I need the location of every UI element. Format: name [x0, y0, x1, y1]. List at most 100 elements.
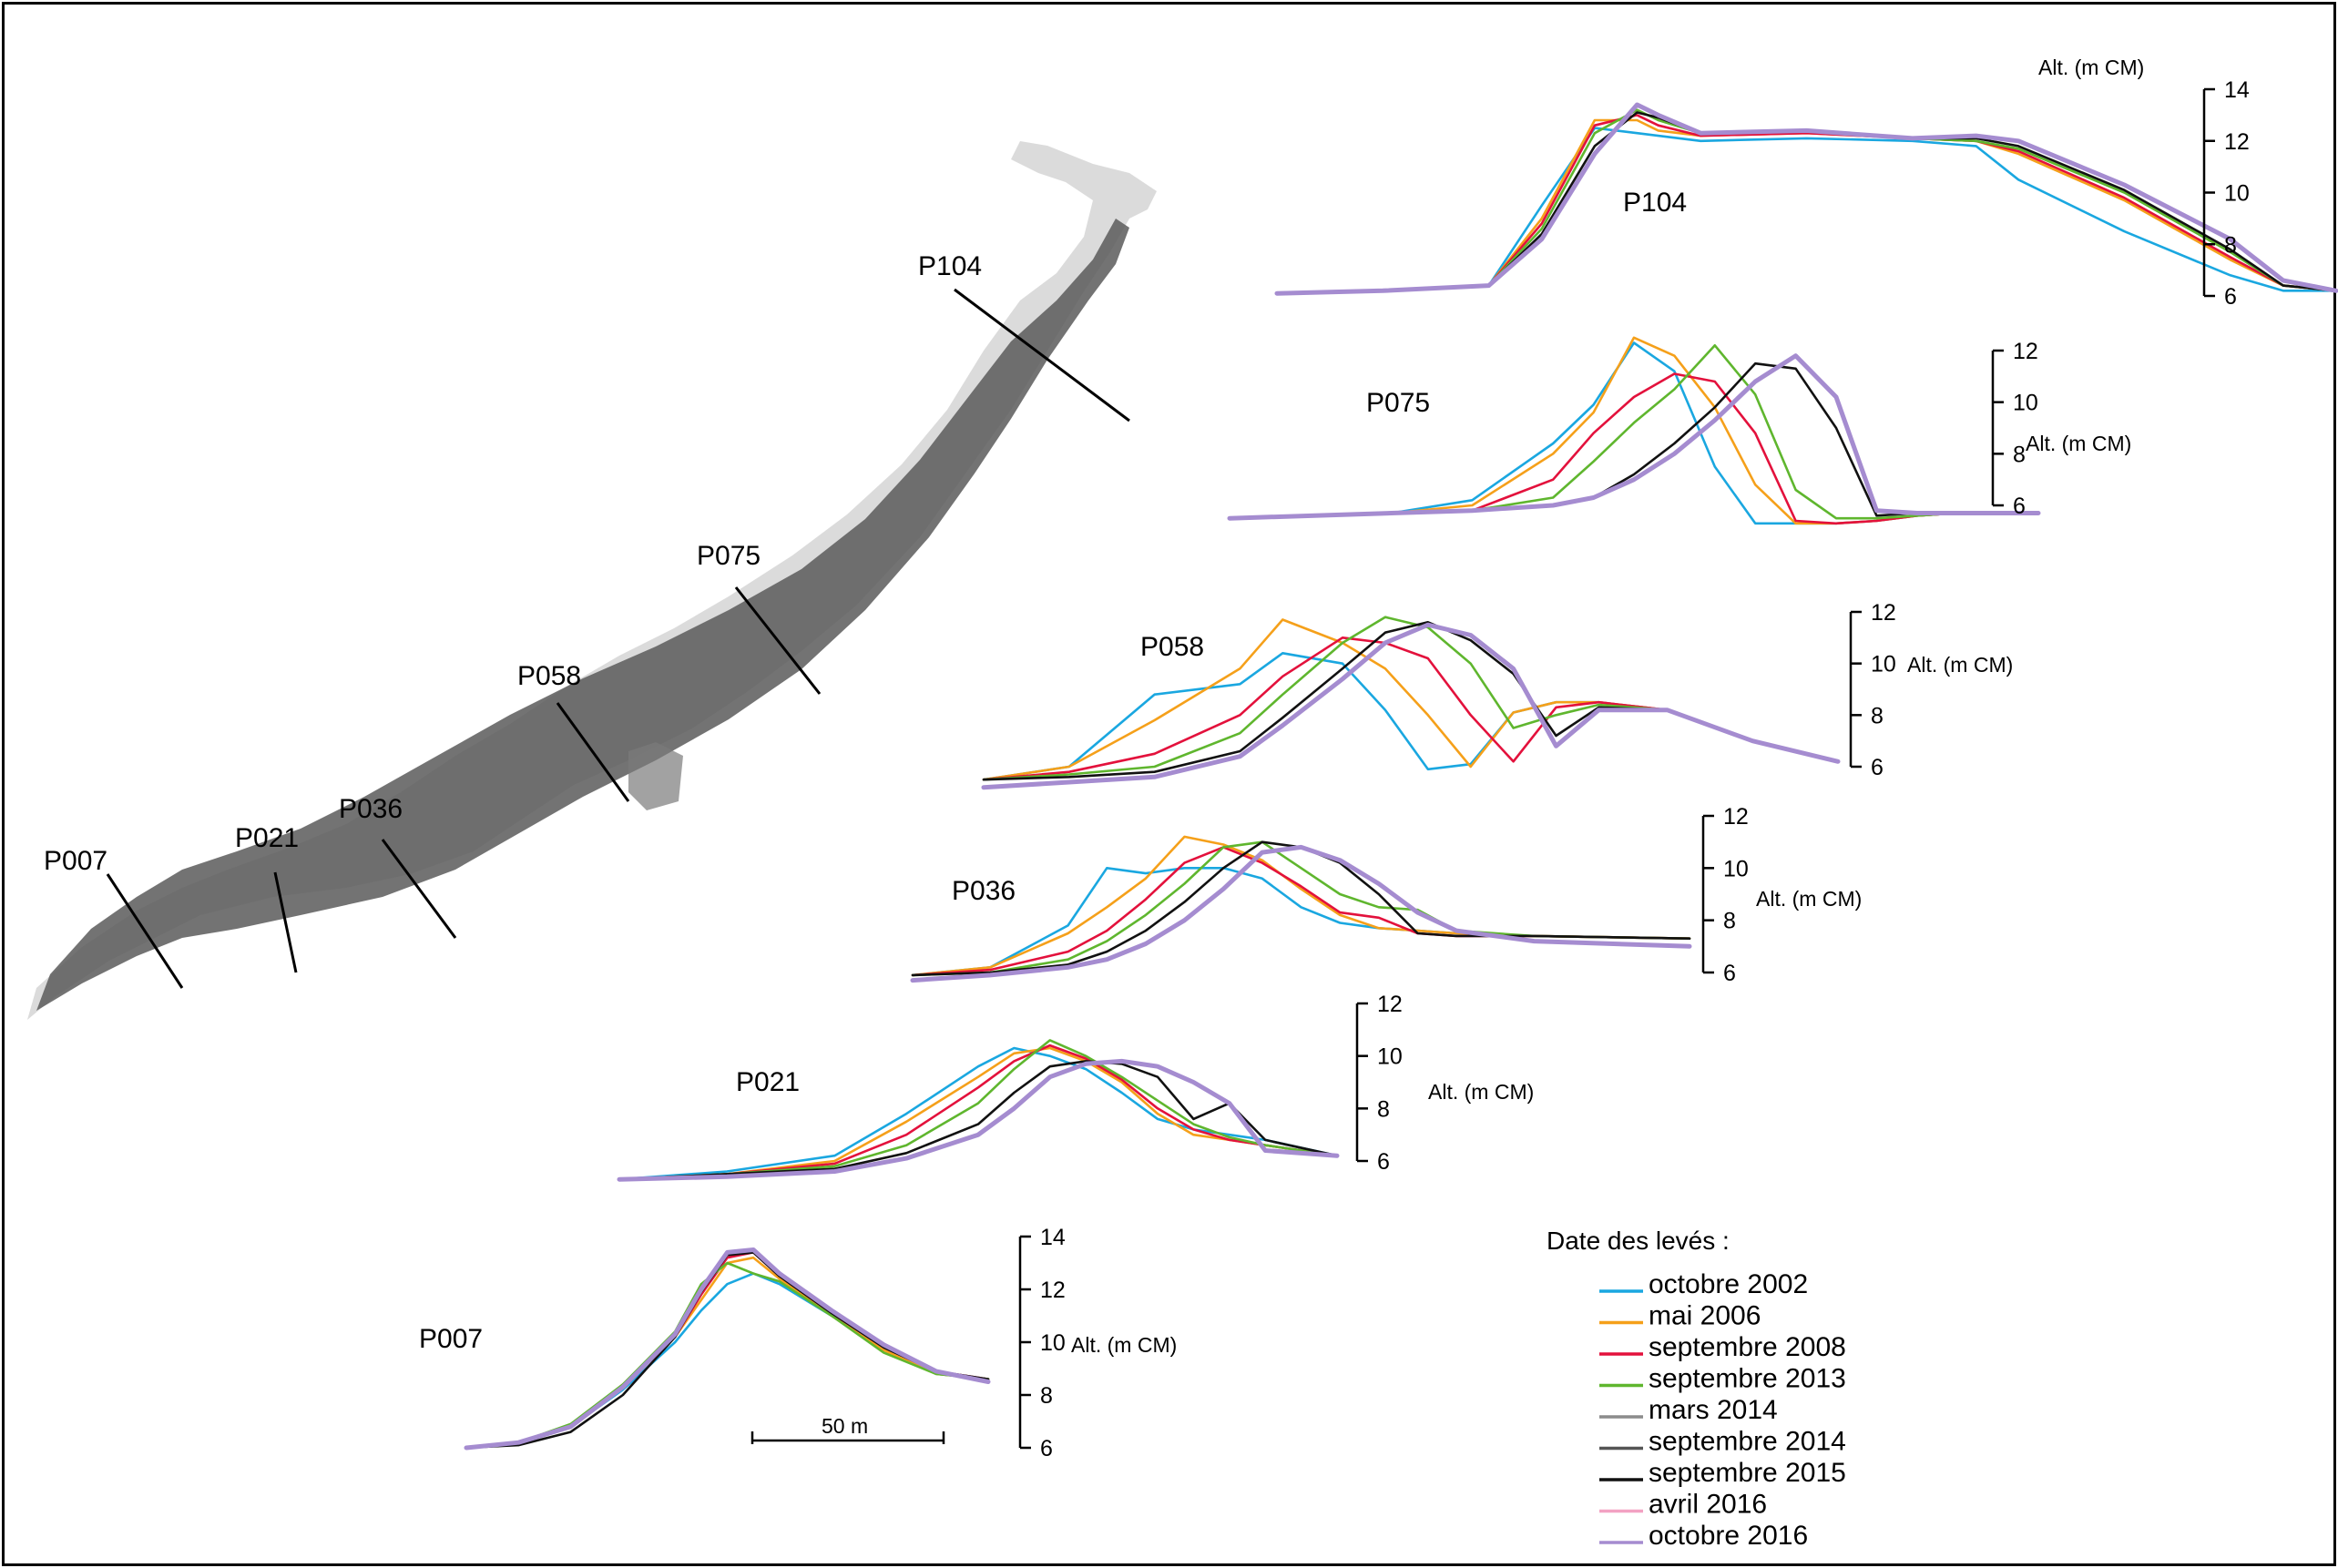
series-line-p104-octobre-2002 — [1275, 127, 2338, 295]
y-tick-label: 6 — [1040, 1436, 1053, 1461]
series-line-p075-mai-2006 — [1228, 336, 2040, 525]
profile-chart-p058: 6 8 10 12 Alt. (m CM) P058 — [981, 600, 2013, 790]
profile-label: P104 — [1623, 188, 1687, 218]
series-line-p007-septembre-2008 — [465, 1251, 990, 1450]
series-line-p104-septembre-2008 — [1275, 114, 2338, 295]
legend-label: mai 2006 — [1649, 1301, 1761, 1331]
y-tick-label: 8 — [1040, 1383, 1053, 1409]
transect-p036 — [381, 839, 457, 939]
series-line-p021-septembre-2008 — [618, 1044, 1339, 1181]
legend-label: septembre 2013 — [1649, 1364, 1846, 1394]
transect-p021 — [273, 871, 298, 973]
y-tick-label: 6 — [2013, 494, 2026, 519]
series-line-p058-septembre-2015 — [982, 620, 1840, 781]
profile-label: P021 — [736, 1067, 800, 1097]
y-tick-label: 8 — [2013, 442, 2026, 467]
y-axis-label: Alt. (m CM) — [1071, 1333, 1177, 1357]
transect-p104 — [954, 288, 1130, 423]
legend-label: septembre 2015 — [1649, 1458, 1846, 1488]
profile-chart-p007: 6 8 10 12 14 Alt. (m CM) P007 — [419, 1225, 1177, 1461]
series-line-p075-octobre-2016 — [1227, 353, 2041, 521]
legend-label: septembre 2008 — [1649, 1332, 1846, 1362]
profile-label: P075 — [1366, 388, 1430, 418]
series-line-p058-octobre-2002 — [982, 651, 1840, 781]
legend-label: octobre 2016 — [1649, 1521, 1808, 1551]
y-axis-label: Alt. (m CM) — [1756, 887, 1862, 911]
profile-chart-p036: 6 8 10 12 Alt. (m CM) P036 — [910, 804, 1862, 986]
y-tick-label: 8 — [1723, 909, 1736, 934]
series-line-p058-octobre-2016 — [981, 622, 1841, 790]
y-tick-label: 12 — [2013, 339, 2038, 364]
y-tick-label: 12 — [1040, 1278, 1066, 1303]
transect-label-p058: P058 — [517, 661, 581, 691]
legend-label: mars 2014 — [1649, 1395, 1778, 1425]
y-tick-label: 8 — [1377, 1096, 1390, 1122]
series-line-p075-septembre-2015 — [1228, 361, 2040, 520]
transect-p075 — [734, 586, 822, 695]
y-tick-label: 6 — [2224, 284, 2237, 310]
profile-label: P058 — [1140, 632, 1204, 662]
y-tick-label: 10 — [1040, 1330, 1066, 1356]
y-tick-label: 14 — [2224, 77, 2250, 103]
series-line-p058-septembre-2008 — [982, 636, 1840, 781]
series-line-p075-octobre-2002 — [1228, 341, 2040, 525]
series-line-p021-octobre-2002 — [618, 1046, 1339, 1181]
series-line-p007-octobre-2016 — [464, 1247, 991, 1451]
y-tick-label: 6 — [1871, 755, 1884, 780]
series-line-p036-octobre-2002 — [911, 866, 1691, 977]
series-line-p021-octobre-2016 — [617, 1058, 1340, 1182]
y-tick-label: 10 — [1723, 856, 1749, 881]
transect-p058 — [556, 702, 630, 802]
legend-label: septembre 2014 — [1649, 1427, 1846, 1457]
y-tick-label: 12 — [1377, 992, 1403, 1017]
y-tick-label: 6 — [1377, 1149, 1390, 1175]
series-line-p036-septembre-2015 — [911, 840, 1691, 977]
series-line-p058-mai-2006 — [982, 618, 1840, 781]
series-line-p075-septembre-2008 — [1228, 372, 2040, 525]
profile-label: P036 — [952, 876, 1016, 906]
series-line-p007-septembre-2013 — [465, 1261, 990, 1450]
y-tick-label: 8 — [2224, 232, 2237, 258]
series-line-p021-septembre-2013 — [618, 1039, 1339, 1181]
transect-label-p021: P021 — [235, 823, 299, 853]
series-line-p036-mai-2006 — [911, 835, 1691, 977]
series-line-p036-septembre-2013 — [911, 840, 1691, 977]
y-tick-label: 14 — [1040, 1225, 1066, 1250]
y-axis-label: Alt. (m CM) — [1428, 1080, 1534, 1104]
series-line-p036-octobre-2016 — [910, 844, 1692, 983]
y-axis-label: Alt. (m CM) — [2026, 432, 2131, 455]
series-line-p104-mai-2006 — [1275, 118, 2338, 295]
legend-label: octobre 2002 — [1649, 1269, 1808, 1299]
series-line-p075-septembre-2013 — [1228, 343, 2040, 520]
series-line-p104-octobre-2016 — [1274, 102, 2338, 296]
series-line-p104-septembre-2015 — [1275, 111, 2338, 295]
profile-chart-p104: 6 8 10 12 14 Alt. (m CM) P104 — [1274, 56, 2338, 310]
scale-bar-label: 50 m — [822, 1414, 868, 1438]
transect-label-p036: P036 — [339, 794, 403, 824]
profile-label: P007 — [419, 1324, 483, 1354]
y-tick-label: 8 — [1871, 703, 1884, 728]
series-line-p036-septembre-2008 — [911, 846, 1691, 977]
scale-bar: 50 m — [750, 1414, 945, 1444]
y-tick-label: 10 — [2224, 181, 2250, 207]
transect-label-p104: P104 — [918, 251, 982, 281]
transect-label-p007: P007 — [44, 846, 107, 876]
spit-lagoon — [628, 742, 683, 810]
legend-label: avril 2016 — [1649, 1490, 1767, 1520]
y-tick-label: 10 — [1377, 1044, 1403, 1070]
y-tick-label: 6 — [1723, 961, 1736, 986]
transect-label-p075: P075 — [697, 541, 761, 571]
y-tick-label: 12 — [1871, 600, 1896, 626]
profile-chart-p075: 6 8 10 12 Alt. (m CM) P075 — [1227, 336, 2131, 525]
legend-title: Date des levés : — [1547, 1227, 1730, 1255]
series-line-p058-septembre-2013 — [982, 616, 1840, 781]
profile-chart-p021: 6 8 10 12 Alt. (m CM) P021 — [617, 992, 1534, 1182]
series-line-p007-mai-2006 — [465, 1256, 990, 1450]
transect-p007 — [106, 873, 184, 989]
series-line-p007-septembre-2015 — [465, 1251, 990, 1450]
y-tick-label: 10 — [1871, 652, 1896, 677]
